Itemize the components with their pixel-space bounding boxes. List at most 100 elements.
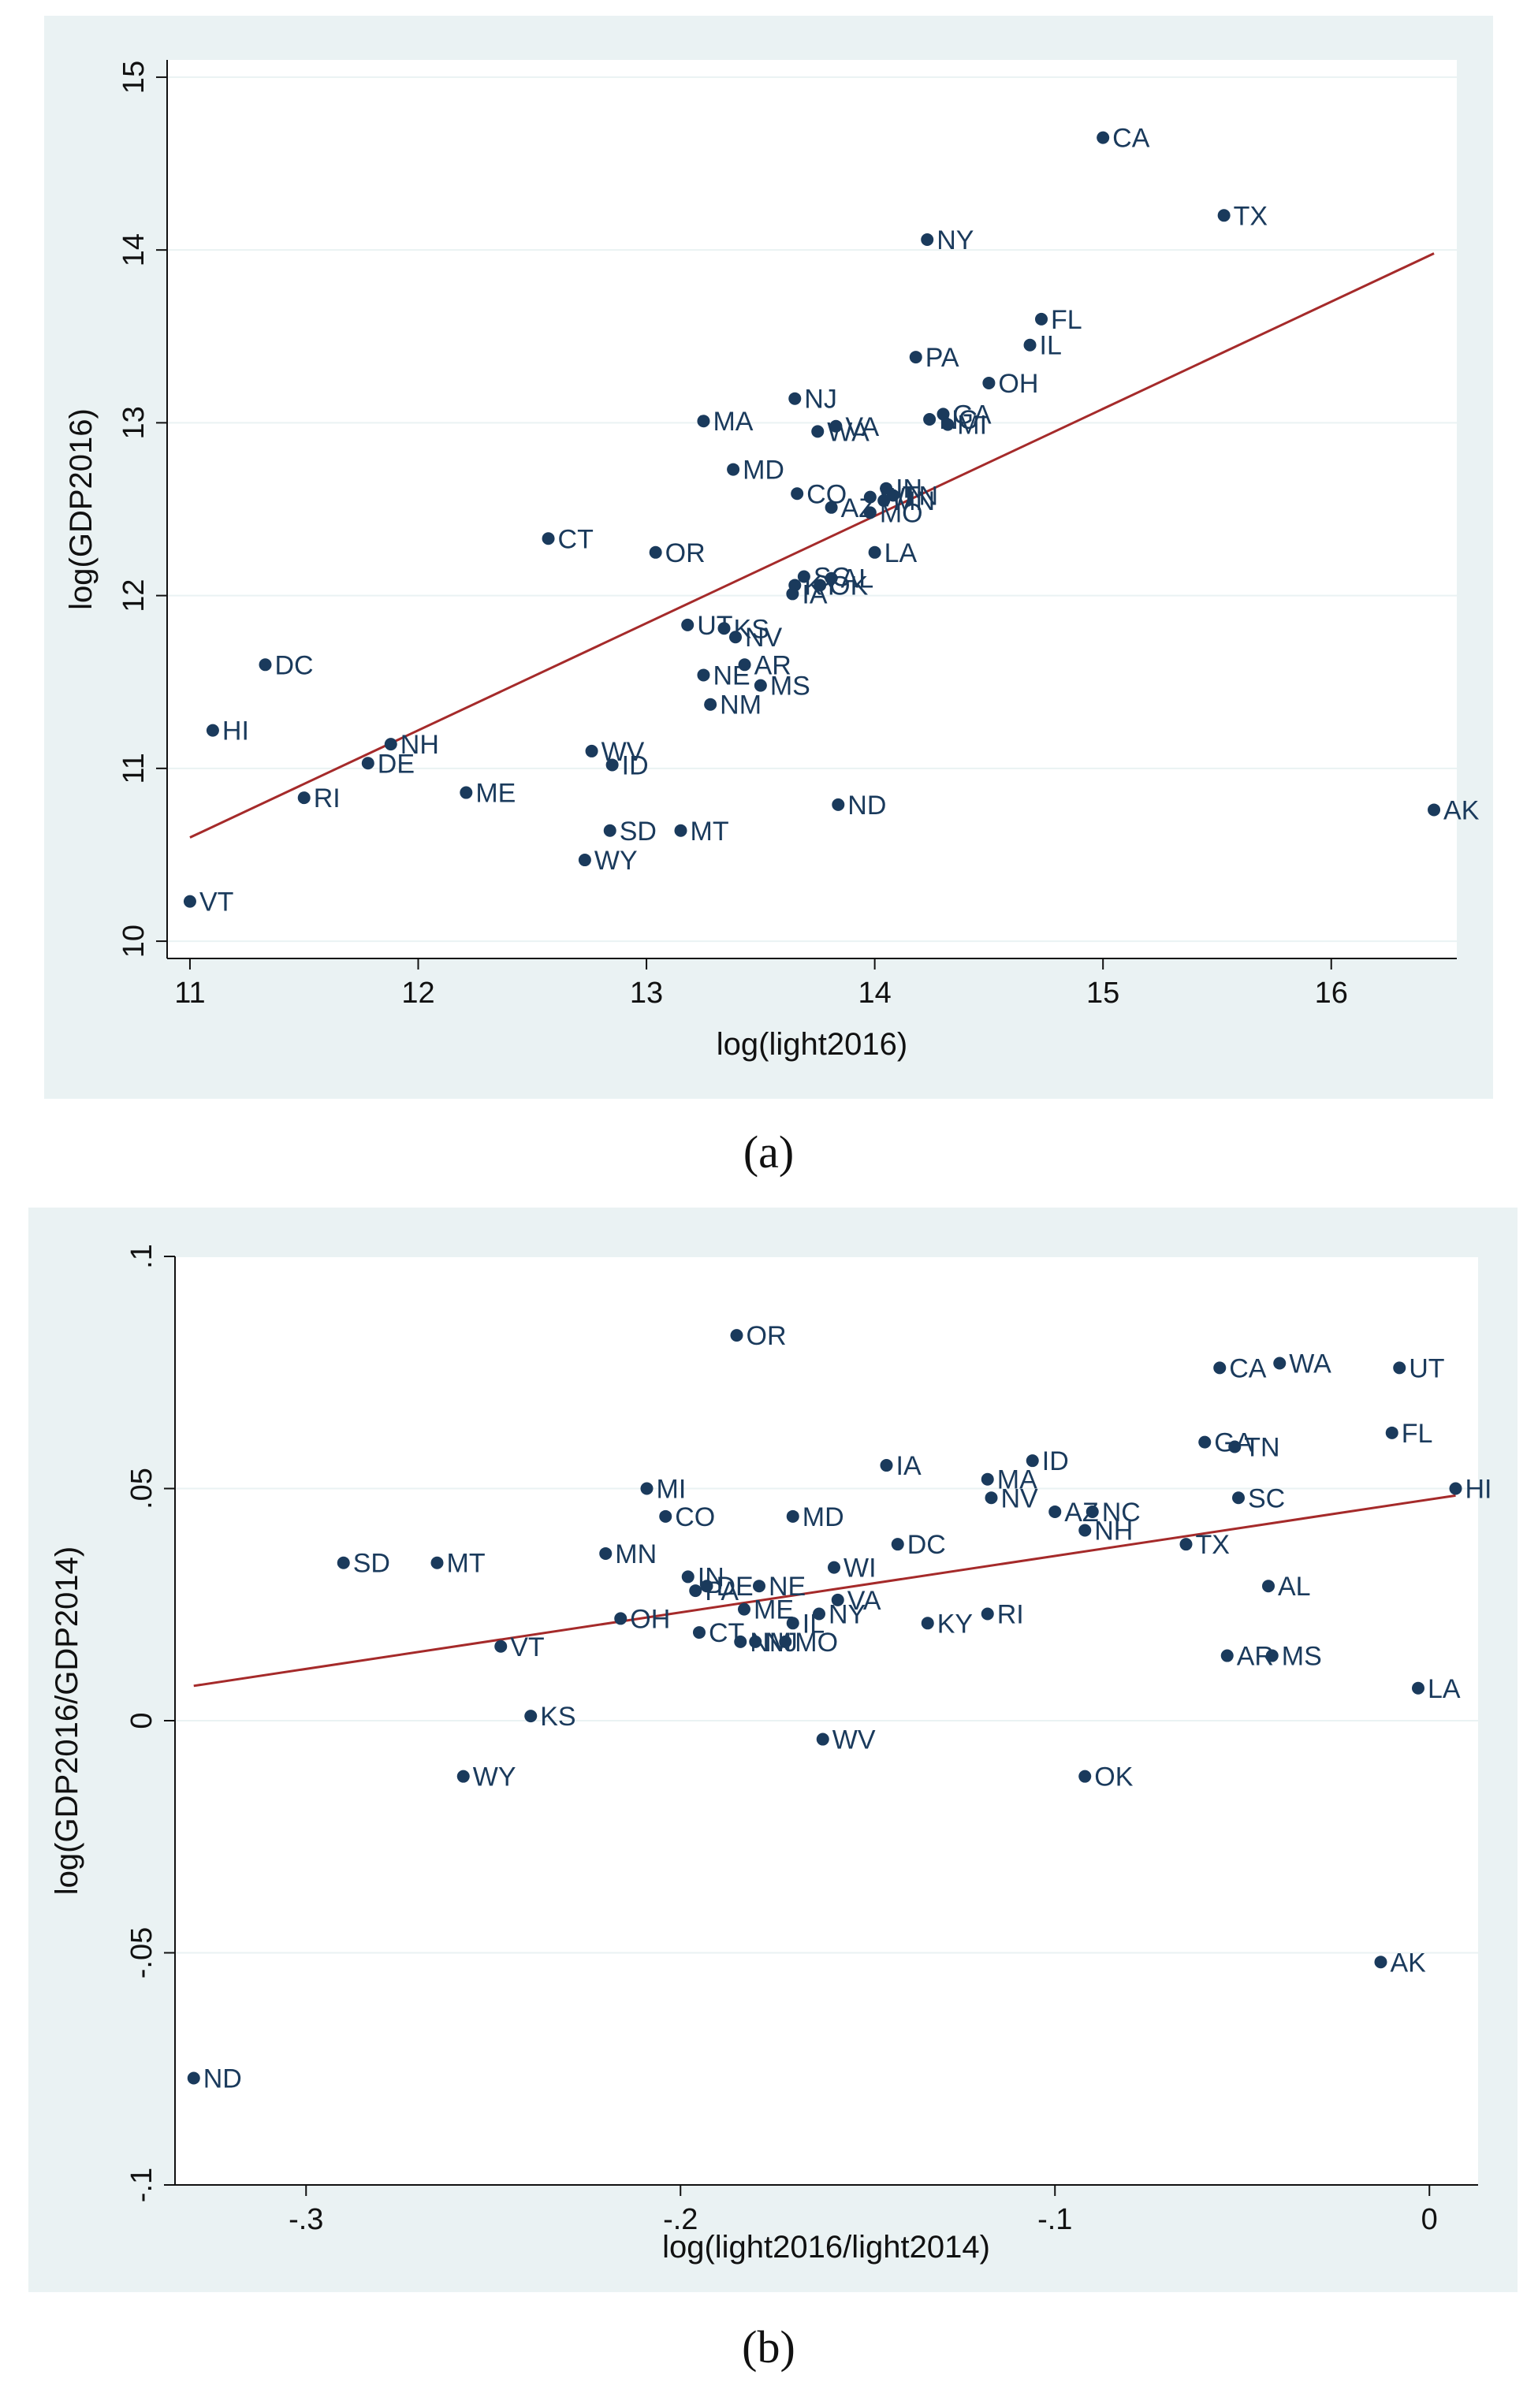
point-label-il: IL [1040, 331, 1062, 361]
point-fl [1035, 312, 1048, 326]
point-label-ct: CT [558, 524, 594, 554]
point-ks [717, 622, 731, 635]
point-il [786, 1617, 799, 1630]
point-label-ny: NY [829, 1600, 866, 1630]
point-me [460, 786, 473, 799]
y-axis-label-b: log(GDP2016/GDP2014) [50, 1546, 84, 1895]
point-label-nv: NV [745, 623, 783, 653]
caption-b: (b) [742, 2321, 795, 2373]
point-hi [1449, 1482, 1462, 1495]
x-tick-label: 12 [401, 977, 434, 1010]
y-tick-label: 14 [117, 233, 151, 266]
fit-line-a [189, 252, 1435, 839]
point-label-me: ME [754, 1595, 794, 1625]
point-tx [1217, 209, 1231, 222]
point-label-in: IN [896, 475, 922, 504]
point-label-mo: MO [795, 1628, 838, 1658]
point-dc [259, 658, 272, 672]
point-label-ak: AK [1391, 1948, 1427, 1978]
point-in [681, 1570, 695, 1584]
point-de [361, 757, 374, 770]
point-wi [828, 1561, 840, 1574]
point-label-id: ID [622, 750, 649, 780]
y-tick-label: 15 [117, 61, 151, 94]
x-tick-label: 14 [858, 977, 891, 1010]
point-tx [1179, 1538, 1193, 1551]
y-tick-label: 10 [117, 925, 151, 958]
point-md [786, 1509, 799, 1523]
x-axis-label-a: log(light2016) [717, 1027, 907, 1062]
point-md [727, 463, 740, 476]
point-label-sc: SC [1248, 1483, 1285, 1513]
point-label-wa: WA [1289, 1349, 1331, 1379]
scatter-chart-b: -.3-.2-.10-.1-.050.05.1 ORWAUTCAFLGATNID… [50, 1244, 1492, 2265]
point-label-mt: MT [447, 1549, 486, 1579]
y-tick-label: .05 [125, 1468, 158, 1509]
point-label-ms: MS [770, 672, 810, 702]
point-label-ma: MA [713, 407, 753, 437]
point-sc [1232, 1491, 1245, 1505]
point-label-ri: RI [314, 783, 341, 813]
point-label-vt: VT [199, 888, 233, 917]
point-label-pa: PA [925, 343, 959, 373]
point-label-mi: MI [957, 411, 987, 441]
point-nj [788, 392, 802, 405]
point-label-ar: AR [754, 650, 791, 680]
point-ri [297, 791, 311, 805]
y-tick-label: -.1 [125, 2168, 158, 2202]
point-label-al: AL [1278, 1572, 1311, 1602]
point-me [738, 1602, 750, 1616]
point-ks [524, 1710, 538, 1723]
point-label-ok: OK [829, 571, 868, 601]
point-nv [728, 631, 742, 644]
point-label-dc: DC [907, 1530, 946, 1560]
fit-line-b [193, 1494, 1456, 1688]
point-label-ny: NY [937, 225, 974, 255]
x-tick-label: 16 [1315, 977, 1348, 1010]
point-label-nh: NH [400, 730, 439, 760]
point-label-nd: ND [847, 791, 886, 821]
point-label-va: VA [845, 412, 879, 442]
point-label-ne: NE [769, 1572, 806, 1602]
point-ia [880, 1459, 893, 1472]
x-tick-label: 0 [1421, 2203, 1438, 2236]
x-tick-label: -.3 [289, 2203, 323, 2236]
point-tn [1228, 1440, 1242, 1453]
point-ky [921, 1617, 934, 1630]
fit-line [193, 1494, 1456, 1688]
point-sd [337, 1556, 350, 1569]
point-al [1262, 1580, 1275, 1593]
point-pa [689, 1584, 702, 1598]
point-vt [494, 1639, 508, 1653]
point-label-mi: MI [657, 1475, 687, 1505]
point-label-wv: WV [832, 1725, 876, 1755]
point-label-tn: TN [903, 481, 938, 511]
point-label-id: ID [1042, 1446, 1069, 1476]
point-az [1048, 1505, 1062, 1518]
point-de [700, 1580, 713, 1593]
point-label-de: DE [717, 1572, 754, 1602]
point-ny [813, 1607, 825, 1621]
point-label-fl: FL [1402, 1419, 1433, 1449]
point-ct [542, 532, 555, 545]
point-label-or: OR [747, 1321, 787, 1351]
points-b: ORWAUTCAFLGATNIDIAMAMIHINVSCAZNCCOMDNHDC… [187, 1321, 1492, 2094]
point-oh [982, 376, 996, 389]
x-tick-label: -.2 [663, 2203, 698, 2236]
y-tick-label: 13 [117, 406, 151, 439]
point-sd [603, 824, 616, 837]
point-nm [734, 1635, 747, 1648]
point-label-sd: SD [353, 1549, 390, 1579]
point-vt [183, 895, 196, 908]
point-sc [797, 570, 810, 583]
point-label-ia: IA [896, 1451, 922, 1481]
point-label-nj: NJ [804, 385, 837, 415]
point-label-al: AL [841, 564, 874, 594]
point-ne [697, 668, 710, 682]
point-il [1023, 338, 1037, 352]
point-label-dc: DC [275, 650, 314, 680]
point-label-ma: MA [997, 1465, 1037, 1495]
point-wv [816, 1732, 829, 1746]
point-al [825, 571, 838, 585]
